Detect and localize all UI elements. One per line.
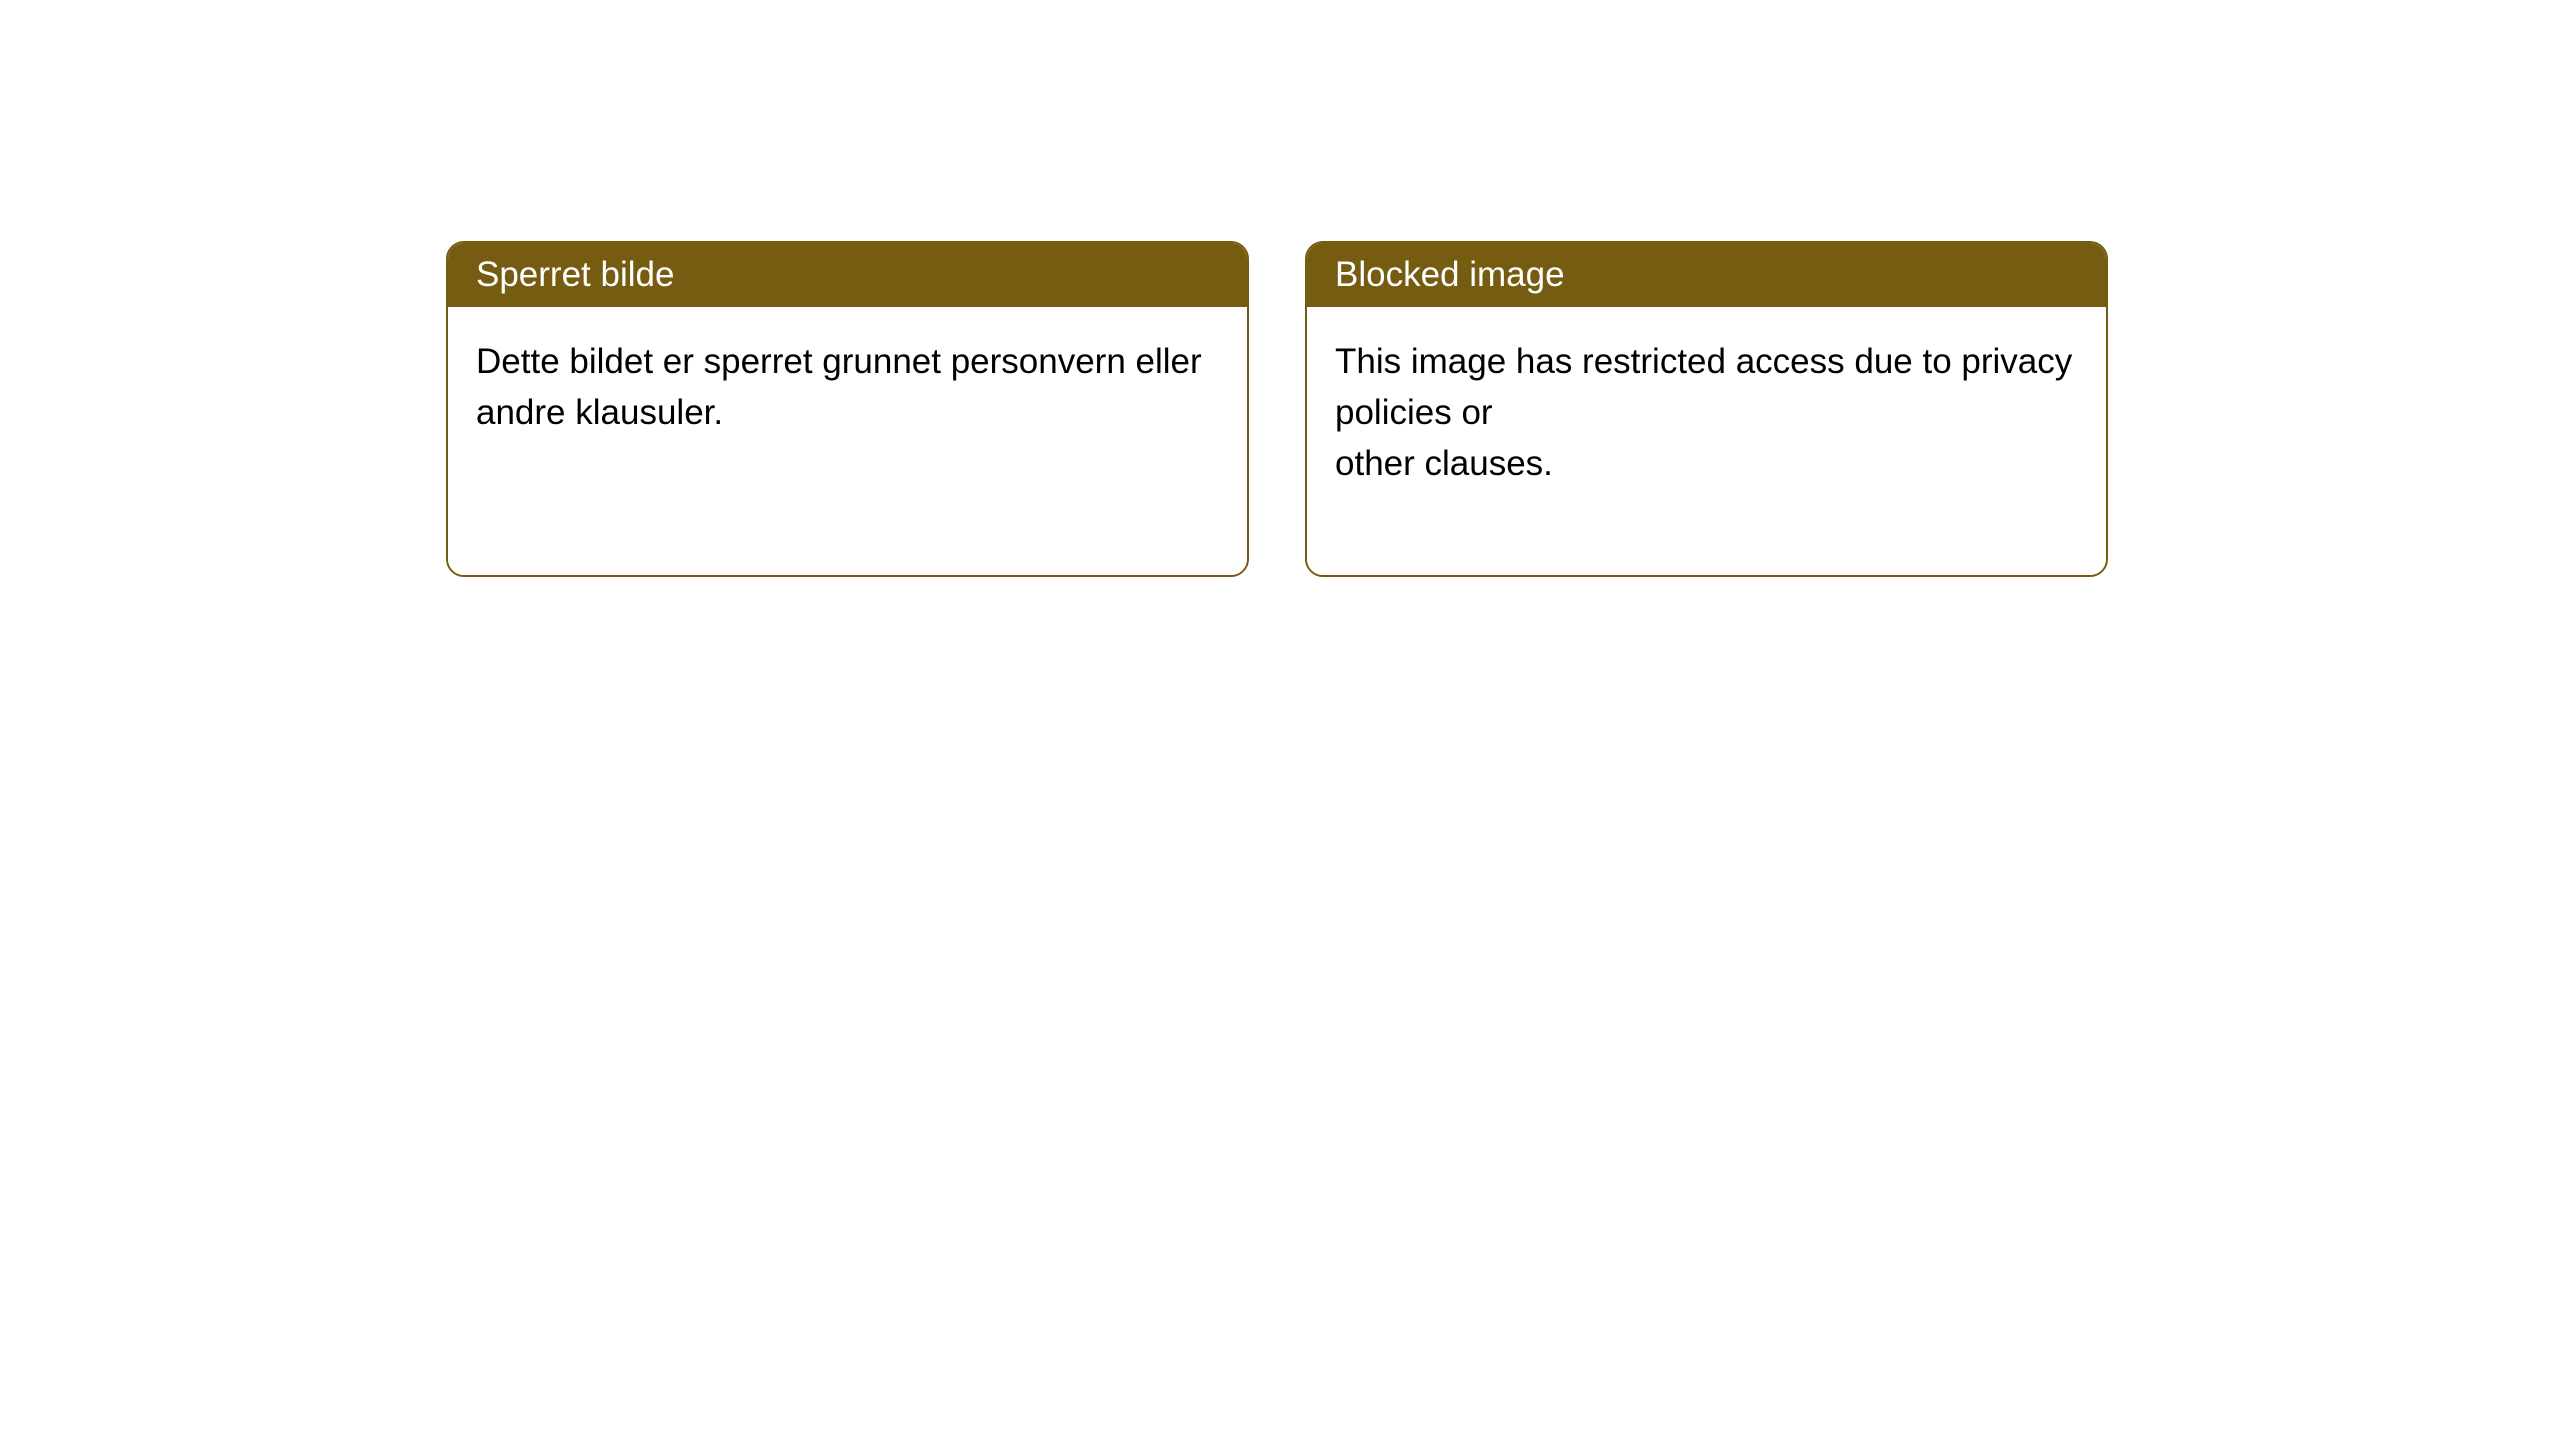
notice-box-norwegian: Sperret bilde Dette bildet er sperret gr… [446,241,1249,577]
notice-title: Sperret bilde [448,243,1247,307]
notice-body-text: Dette bildet er sperret grunnet personve… [448,307,1247,575]
notice-container: Sperret bilde Dette bildet er sperret gr… [0,0,2560,577]
notice-title: Blocked image [1307,243,2106,307]
notice-body-text: This image has restricted access due to … [1307,307,2106,575]
notice-box-english: Blocked image This image has restricted … [1305,241,2108,577]
